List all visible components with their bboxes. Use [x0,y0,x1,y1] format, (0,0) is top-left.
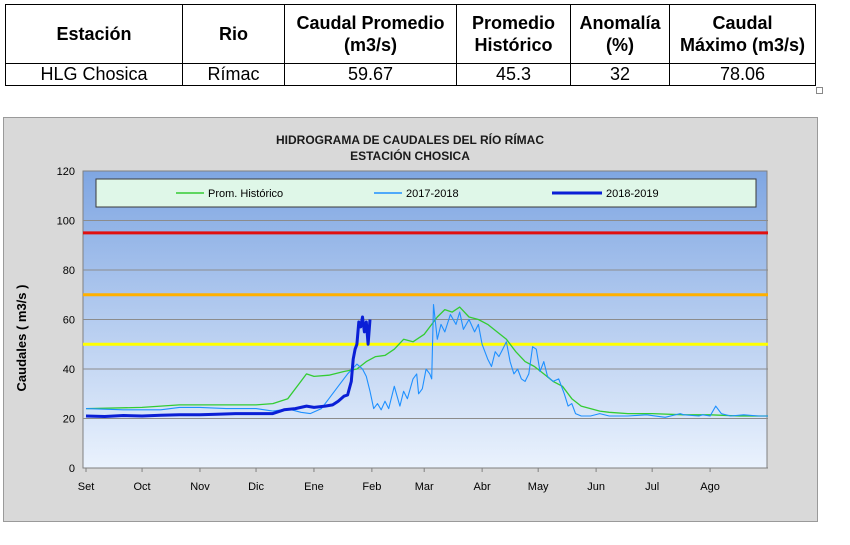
y-tick-label: 60 [63,315,75,327]
x-tick-label-jun: Jun [587,481,605,493]
cell-promedio-historico: 45.3 [456,63,571,86]
x-tick-label-oct: Oct [133,481,150,493]
x-tick-label-dic: Dic [248,481,264,493]
x-tick-label-may: May [528,481,549,493]
header-caudal-maximo: Caudal Máximo (m3/s) [669,4,816,64]
table-resize-handle[interactable] [816,87,823,94]
legend-label-prom-historico: Prom. Histórico [208,188,283,200]
header-promedio-historico: Promedio Histórico [456,4,571,64]
y-axis-label: Caudales ( m3/s ) [14,285,29,392]
header-caudal-promedio: Caudal Promedio (m3/s) [284,4,457,64]
cell-rio: Rímac [182,63,285,86]
summary-table: Estación Rio Caudal Promedio (m3/s) Prome… [5,4,816,86]
cell-anomalia: 32 [570,63,670,86]
summary-header-row: Estación Rio Caudal Promedio (m3/s) Prome… [5,4,816,64]
x-tick-label-feb: Feb [362,481,381,493]
y-tick-label: 40 [63,364,75,376]
legend-box [95,178,757,208]
summary-data-row: HLG Chosica Rímac 59.67 45.3 32 78.06 [5,63,816,86]
header-anomalia: Anomalía (%) [570,4,670,64]
x-tick-label-jul: Jul [645,481,659,493]
grid-layer [83,220,768,419]
tick-layer: 0 20 40 60 80 100 120 Set Oct Nov Dic Ene Feb Mar Abr M… [57,166,768,493]
x-tick-label-abr: Abr [474,481,491,493]
legend-label-2017-2018: 2017-2018 [406,188,459,200]
chart-title: HIDROGRAMA DE CAUDALES DEL RÍO RÍMAC [276,132,544,147]
hydrograph-chart: HIDROGRAMA DE CAUDALES DEL RÍO RÍMAC EST… [3,117,818,522]
x-tick-label-nov: Nov [190,481,210,493]
y-tick-label: 100 [57,216,75,228]
header-estacion: Estación [5,4,183,64]
cell-caudal-promedio: 59.67 [284,63,457,86]
y-tick-label: 80 [63,265,75,277]
cell-caudal-maximo: 78.06 [669,63,816,86]
series-line-prom-historico [85,306,768,417]
x-tick-label-ene: Ene [304,481,324,493]
legend: Prom. Histórico 2017-2018 2018-2019 [95,178,757,208]
cell-estacion: HLG Chosica [5,63,183,86]
series-layer [85,304,768,418]
chart-subtitle: ESTACIÓN CHOSICA [350,148,470,163]
x-tick-label-ago: Ago [700,481,720,493]
series-line-2018-2019 [85,315,372,418]
header-rio: Rio [182,4,285,64]
threshold-layer [83,231,768,346]
y-tick-label: 20 [63,414,75,426]
y-tick-label: 120 [57,166,75,178]
x-tick-label-set: Set [78,481,95,493]
series-line-2017-2018 [85,304,768,418]
x-tick-label-mar: Mar [415,481,434,493]
legend-label-2018-2019: 2018-2019 [606,188,659,200]
chart-canvas: HIDROGRAMA DE CAUDALES DEL RÍO RÍMAC EST… [14,132,768,493]
y-tick-label: 0 [69,463,75,475]
